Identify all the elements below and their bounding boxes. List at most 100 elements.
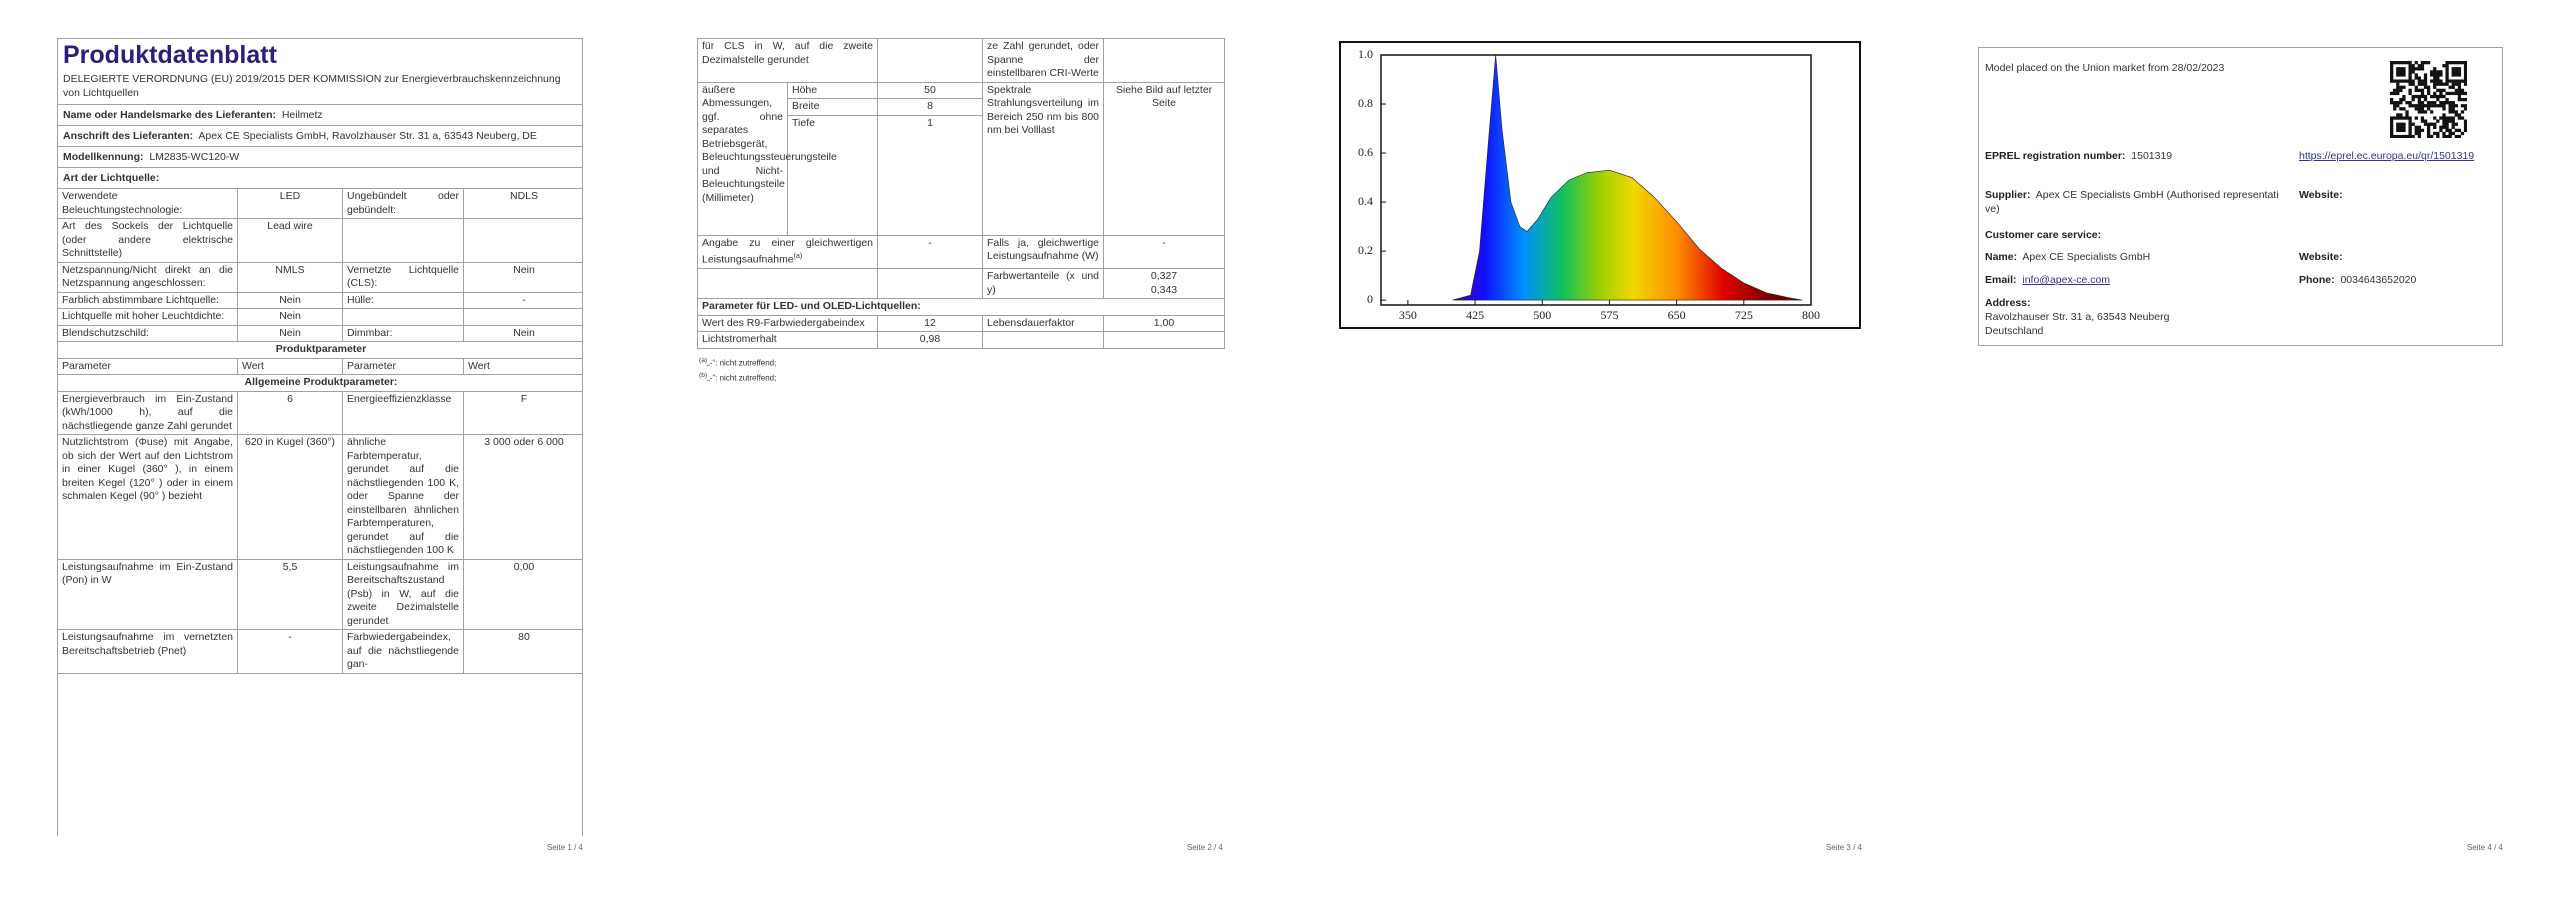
- table-cell: Farbwiedergabeindex, auf die nächstliege…: [342, 629, 464, 674]
- qr-module: [2426, 85, 2431, 89]
- qr-module: [2408, 122, 2412, 126]
- market-date: Model placed on the Union market from 28…: [1985, 62, 2225, 74]
- qr-module: [2442, 101, 2446, 105]
- email-link[interactable]: info@apex-ce.com: [2022, 274, 2111, 286]
- qr-module: [2430, 70, 2434, 74]
- qr-module: [2442, 113, 2446, 117]
- qr-module: [2399, 113, 2403, 117]
- qr-module: [2411, 97, 2415, 102]
- qr-module: [2448, 107, 2452, 111]
- qr-module: [2454, 82, 2458, 86]
- qr-module: [2445, 119, 2449, 123]
- text: Heilmetz: [281, 109, 323, 121]
- table-cell: NMLS: [237, 261, 343, 293]
- table-cell: Energieeffizienzklasse: [342, 390, 464, 435]
- qr-module: [2439, 104, 2443, 108]
- qr-module: [2445, 61, 2449, 65]
- qr-module: [2457, 85, 2462, 89]
- qr-module: [2408, 79, 2412, 83]
- qr-module: [2423, 110, 2428, 114]
- table-cell: LED: [237, 188, 343, 219]
- qr-module: [2433, 125, 2437, 129]
- qr-module: [2433, 131, 2437, 136]
- qr-module: [2436, 76, 2440, 80]
- qr-module: [2420, 128, 2425, 133]
- text: Email:: [1985, 274, 2017, 286]
- qr-module: [2423, 76, 2428, 80]
- qr-module: [2442, 82, 2446, 86]
- qr-module: [2463, 82, 2467, 86]
- text: 1501319: [2131, 150, 2173, 162]
- qr-module: [2451, 125, 2455, 129]
- qr-module: [2448, 61, 2452, 65]
- qr-module: [2417, 97, 2421, 102]
- qr-module: [2420, 64, 2425, 68]
- qr-module: [2454, 79, 2458, 83]
- qr-module: [2423, 73, 2428, 77]
- qr-module: [2448, 104, 2452, 108]
- table-cell: 0,98: [877, 331, 984, 349]
- qr-module: [2402, 107, 2406, 111]
- qr-module: [2463, 97, 2467, 102]
- address: Address: Ravolzhauser Str. 31 a, 63543 Ne…: [1985, 296, 2169, 338]
- qr-module: [2436, 70, 2440, 74]
- eprel-link[interactable]: https://eprel.ec.europa.eu/qr/1501319: [2299, 150, 2475, 162]
- table-cell: Nein: [237, 308, 343, 326]
- qr-module: [2433, 76, 2437, 80]
- table-cell: Lebensdauerfaktor: [982, 314, 1105, 332]
- qr-module: [2426, 107, 2431, 111]
- table-cell: Wert: [237, 357, 343, 375]
- qr-module: [2451, 79, 2455, 83]
- qr-module: [2442, 125, 2446, 129]
- qr-module: [2408, 61, 2412, 65]
- table-cell: Angabe zu einer gleichwertigen Leistungs…: [696, 234, 879, 269]
- qr-module: [2390, 73, 2394, 77]
- qr-module: [2390, 76, 2394, 80]
- qr-module: [2423, 85, 2428, 89]
- table-cell: Parameter: [58, 357, 238, 375]
- parameter-table: Verwendete Beleuchtungstechnologie: LED Un…: [58, 188, 582, 674]
- qr-module: [2463, 73, 2467, 77]
- title: Produktdatenblatt: [63, 41, 277, 69]
- text: 0,343: [1150, 283, 1178, 296]
- table-cell: Leistungsaufnahme im Bereitschaftszustan…: [342, 558, 464, 630]
- qr-module: [2451, 104, 2455, 108]
- qr-module: [2408, 128, 2412, 133]
- qr-module: [2436, 88, 2440, 92]
- qr-module: [2457, 73, 2462, 77]
- text: „-“: nicht zutreffend;: [707, 358, 777, 368]
- qr-module: [2457, 61, 2462, 65]
- qr-module: [2451, 85, 2455, 89]
- qr-module: [2405, 113, 2409, 117]
- table-cell: Hülle:: [342, 291, 464, 309]
- qr-module: [2457, 88, 2462, 92]
- qr-module: [2426, 122, 2431, 126]
- table-row: äußere Abmessungen, ggf. ohne separates …: [697, 81, 1226, 236]
- text: Website:: [2299, 251, 2343, 263]
- qr-module: [2396, 73, 2400, 77]
- qr-module: [2439, 125, 2443, 129]
- qr-module: [2448, 110, 2452, 114]
- qr-module: [2420, 107, 2425, 111]
- table-cell: Verwendete Beleuchtungstechnologie:: [58, 188, 238, 219]
- table-row: Leistungsaufnahme im vernetzten Bereitsc…: [58, 629, 582, 674]
- table-cell: [1103, 331, 1226, 349]
- qr-module: [2423, 122, 2428, 126]
- qr-module: [2402, 97, 2406, 102]
- qr-module: [2451, 82, 2455, 86]
- qr-module: [2402, 61, 2406, 65]
- table-row: Leistungsaufnahme im Ein-Zustand (Pon) i…: [58, 558, 582, 630]
- subtitle: DELEGIERTE VERORDNUNG (EU) 2019/2015 DER…: [63, 73, 561, 99]
- qr-module: [2439, 101, 2443, 105]
- qr-module: [2423, 97, 2428, 102]
- qr-module: [2417, 101, 2421, 105]
- qr-module: [2408, 104, 2412, 108]
- text: 0034643652020: [2340, 274, 2417, 286]
- table-cell: Breite: [786, 98, 879, 116]
- table-row: Lichtstromerhalt 0,98: [696, 331, 1226, 349]
- page-4: Model placed on the Union market from 28…: [1978, 47, 2503, 346]
- table-cell: Siehe Bild auf letzter Seite: [1103, 81, 1226, 236]
- table-cell: [1103, 38, 1226, 83]
- qr-module: [2454, 61, 2458, 65]
